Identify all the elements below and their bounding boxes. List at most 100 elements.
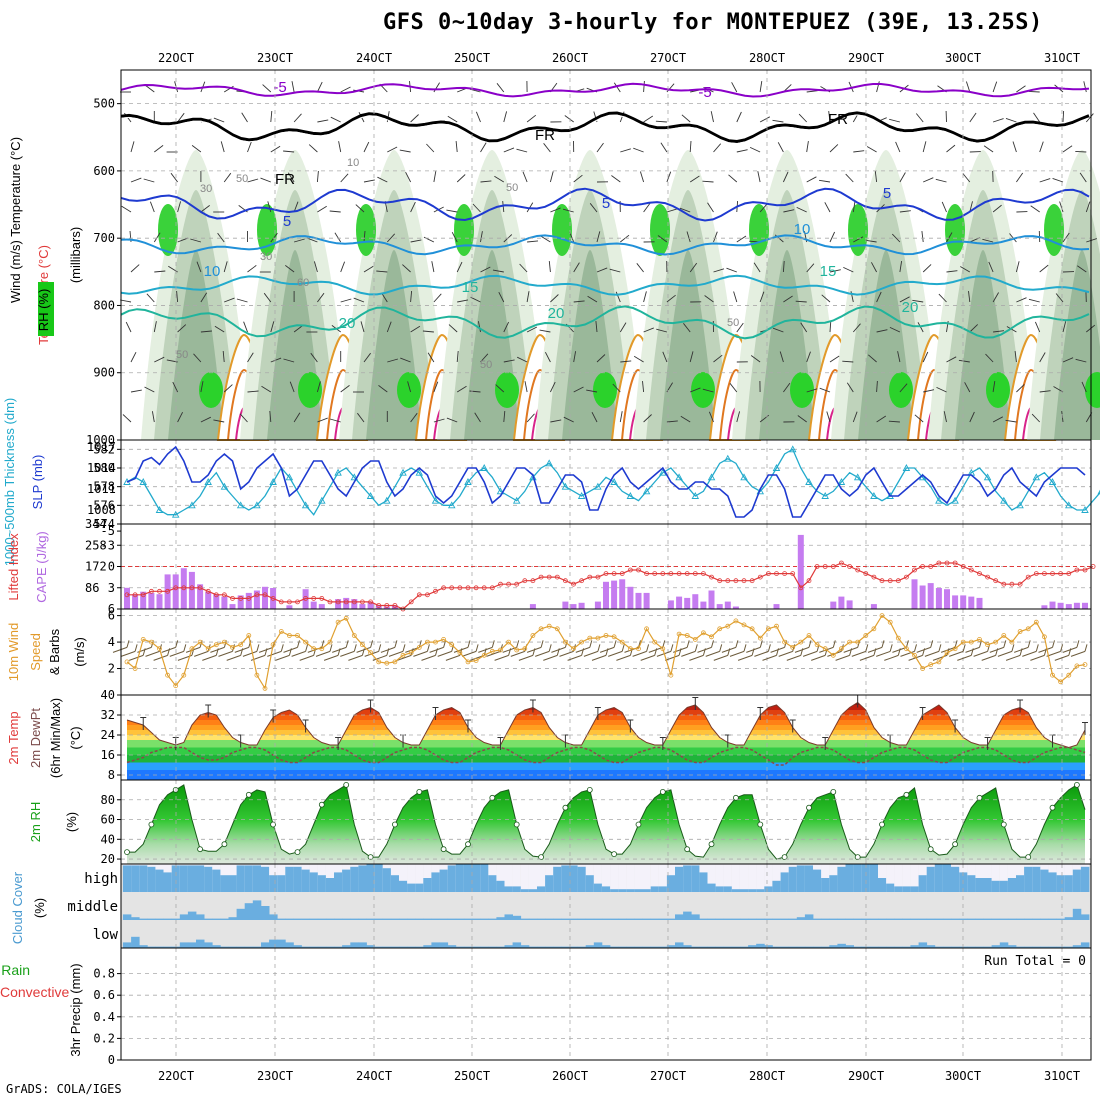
cloud-cell [1080,942,1090,948]
wind-barb [643,202,651,213]
wind-barb [477,321,481,333]
wind-barb [153,232,161,243]
wind10m-barb [112,646,128,653]
cloud-cell [463,918,473,920]
lifted-index-point [725,578,731,584]
wind-barb [829,320,832,333]
cape-bar [245,592,252,609]
cape-bar [692,594,699,609]
cloud-cell [512,915,522,920]
cape-bar [1057,602,1064,609]
cape-bar [838,596,845,609]
slp-line [126,445,1086,518]
wind-barb [969,411,975,423]
wind-barb [363,265,374,273]
wind10m-barb [762,654,777,661]
wind10m-speed-point [757,635,763,641]
wind10m-speed-point [571,646,576,652]
wind-barb [410,290,413,303]
temp-band [127,755,1085,763]
wind10m-barb [989,646,1004,653]
date-label-top: 30OCT [945,51,981,65]
lifted-index-point [749,578,755,584]
cape-bar [286,605,293,609]
wind-barb [899,172,906,183]
wind-barb [686,231,691,243]
rh2m-point [270,821,277,828]
wind10m-barb [957,654,972,661]
thickness-point [269,478,277,485]
slp-ylabel: SLP (mb) [30,455,45,510]
wind-barb [213,419,225,423]
wind-barb [736,322,744,333]
wind10m-barb [291,650,306,657]
cloud-cell [902,886,911,892]
wind-barb [1009,233,1017,243]
thickness-point [659,468,667,476]
cloud-cell [796,917,806,920]
wind-barb [433,82,440,93]
cloud-cell [853,918,863,920]
wind10m-barb [973,650,988,657]
wind10m-speed-point [286,633,292,638]
wind-barb [829,231,836,243]
wind10m-speed-point [684,633,690,638]
wind10m-barb-tick [646,644,650,652]
cloud-ylabel-a: Cloud Cover [10,871,25,944]
cape-bar [716,604,723,609]
wind-barb [130,389,142,393]
wind10m-speed-point [611,634,617,640]
cloud-cell [999,880,1009,892]
thickness-point [983,473,992,481]
temp-ylabel-a-line: 2m Temp [6,711,21,764]
cloud-cell [886,946,895,948]
wind-barb [573,300,585,303]
lifted-index-point [295,599,300,605]
cloud-cell [252,946,262,948]
thickness-point [171,510,180,518]
cloud-cell [390,875,400,892]
rh-ylabel-a: 2m RH [28,802,43,842]
wind10m-barbs [112,640,1088,661]
wind-barb [522,171,528,183]
cloud-cell [325,918,335,920]
thickness-point [204,478,212,485]
wind-barb [526,326,538,333]
wind-barb [357,412,365,423]
wind-barb [363,352,371,363]
wind10m-speed-point [644,626,649,632]
wind10m-barb-tick [402,644,406,652]
cape-bar [1065,604,1072,609]
temp-band [127,725,1085,730]
lifted-index-point [847,564,852,569]
cape-bar [635,592,642,609]
wind10m-barb [486,650,501,657]
wind10m-barb [802,650,818,657]
cloud-cell [869,918,879,920]
wind10m-speed-point [270,642,276,648]
wind10m-barb-tick [694,644,698,652]
wind-barb [355,204,365,213]
wind-barb [1034,321,1041,333]
cloud-cell [561,946,570,948]
wind10m-barb [697,646,712,653]
wind-barb [223,261,228,273]
cape-bar [919,585,926,609]
thickness-point [188,501,196,509]
wind-barb [451,231,458,243]
lifted-index-point [392,603,398,608]
cloud-cell [147,918,156,920]
cape-tick-label: 258 [85,538,107,552]
wind10m-barb-tick [914,644,917,652]
thickness-point [285,473,294,481]
wind-barb [736,149,748,153]
lifted-index-point [441,585,447,591]
thickness-point [1032,473,1041,481]
wind10m-barb [242,650,258,657]
cloud-cell [228,875,237,892]
wind-barb [806,388,818,393]
wind-barb [666,83,675,93]
rh2m-point [879,821,885,828]
cloud-cell [285,918,294,920]
cloud-cell [415,883,424,892]
